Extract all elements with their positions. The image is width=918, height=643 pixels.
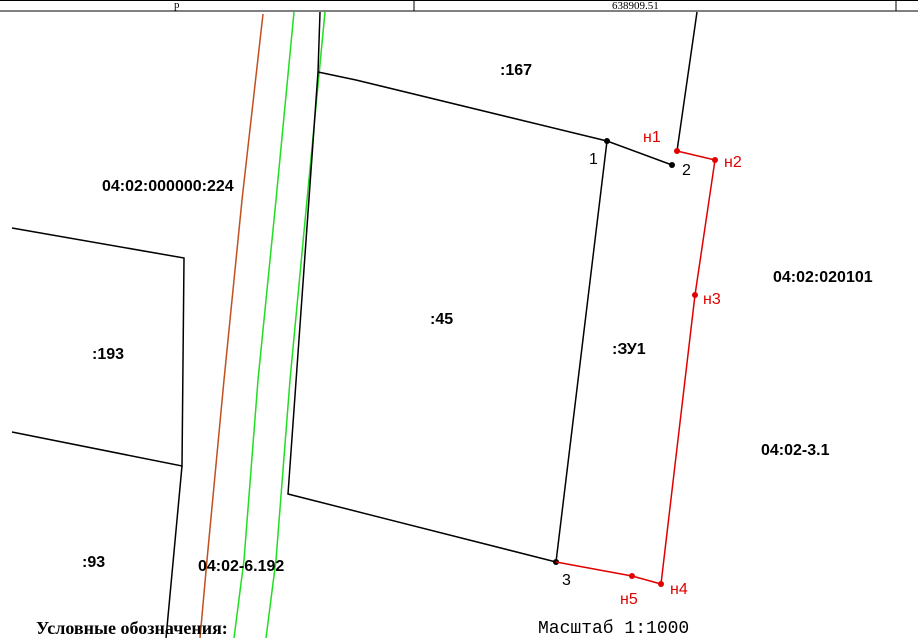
scale-label: Масштаб 1:1000	[538, 618, 689, 638]
parcel-label-45: :45	[430, 311, 453, 328]
vertex-n3-dot	[692, 292, 698, 298]
boundary-south	[165, 465, 183, 639]
new-parcel-boundary	[555, 150, 716, 585]
existing-boundaries	[11, 11, 698, 639]
vertex-1-label: 1	[589, 151, 598, 168]
boundary-parcel-45-north	[317, 71, 673, 166]
boundary-parcel-193	[11, 227, 185, 467]
vertex-1-dot	[604, 138, 610, 144]
quarter-label-020101: 04:02:020101	[773, 269, 873, 286]
road-boundary-line	[199, 13, 264, 639]
zone-label-3-1: 04:02-3.1	[761, 442, 830, 459]
vertex-n1-dot	[674, 148, 680, 154]
legend-title: Условные обозначения:	[36, 618, 228, 638]
vertex-n3-label: н3	[703, 291, 721, 308]
parcel-label-224: 04:02:000000:224	[102, 178, 234, 195]
vertex-n5-dot	[629, 573, 635, 579]
zone-label-6192: 04:02-6.192	[198, 558, 284, 575]
boundary-1-3	[555, 140, 608, 563]
vertex-n2-dot	[712, 157, 718, 163]
green-strip-line-1	[233, 11, 295, 639]
header-right-value: 638909.51	[612, 0, 659, 12]
vertex-2-dot	[669, 162, 675, 168]
boundary-167-east	[676, 11, 698, 152]
vertex-n4-dot	[658, 581, 664, 587]
vertex-n5-label: н5	[620, 591, 638, 608]
parcel-label-93: :93	[82, 554, 105, 571]
parcel-label-193: :193	[92, 346, 124, 363]
parcel-label-167: :167	[500, 62, 532, 79]
vertex-n2-label: н2	[724, 154, 742, 171]
header-left-value: р	[174, 0, 180, 11]
vertex-3-label: 3	[562, 572, 571, 589]
boundary-parcel-45-west	[287, 11, 557, 563]
header-table: р 638909.51	[0, 0, 918, 12]
vertex-n4-label: н4	[670, 581, 688, 598]
vertex-n1-label: н1	[643, 129, 661, 146]
parcel-label-zu1: :ЗУ1	[612, 341, 646, 358]
vertex-2-label: 2	[682, 162, 691, 179]
